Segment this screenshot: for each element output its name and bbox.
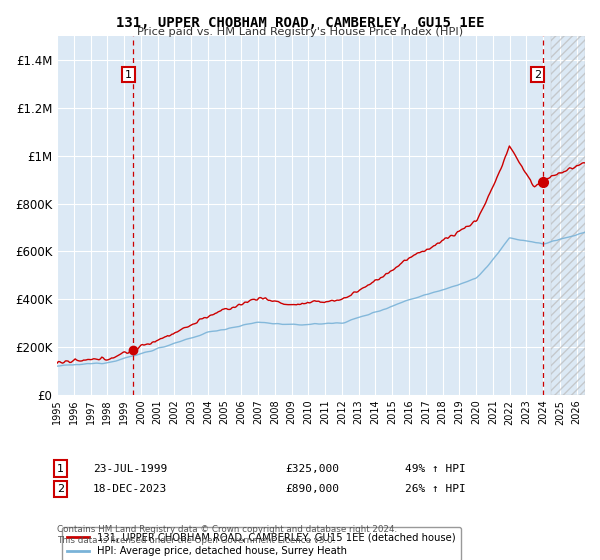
Text: 131, UPPER CHOBHAM ROAD, CAMBERLEY, GU15 1EE: 131, UPPER CHOBHAM ROAD, CAMBERLEY, GU15…	[116, 16, 484, 30]
Text: £325,000: £325,000	[285, 464, 339, 474]
Legend: 131, UPPER CHOBHAM ROAD, CAMBERLEY, GU15 1EE (detached house), HPI: Average pric: 131, UPPER CHOBHAM ROAD, CAMBERLEY, GU15…	[62, 527, 461, 560]
Text: 49% ↑ HPI: 49% ↑ HPI	[405, 464, 466, 474]
Text: 2: 2	[534, 69, 541, 80]
Text: 18-DEC-2023: 18-DEC-2023	[93, 484, 167, 494]
Text: 2: 2	[57, 484, 64, 494]
Text: £890,000: £890,000	[285, 484, 339, 494]
Text: 1: 1	[57, 464, 64, 474]
Text: Contains HM Land Registry data © Crown copyright and database right 2024.
This d: Contains HM Land Registry data © Crown c…	[57, 525, 397, 545]
Text: 1: 1	[125, 69, 132, 80]
Text: Price paid vs. HM Land Registry's House Price Index (HPI): Price paid vs. HM Land Registry's House …	[137, 27, 463, 37]
Text: 23-JUL-1999: 23-JUL-1999	[93, 464, 167, 474]
Text: 26% ↑ HPI: 26% ↑ HPI	[405, 484, 466, 494]
